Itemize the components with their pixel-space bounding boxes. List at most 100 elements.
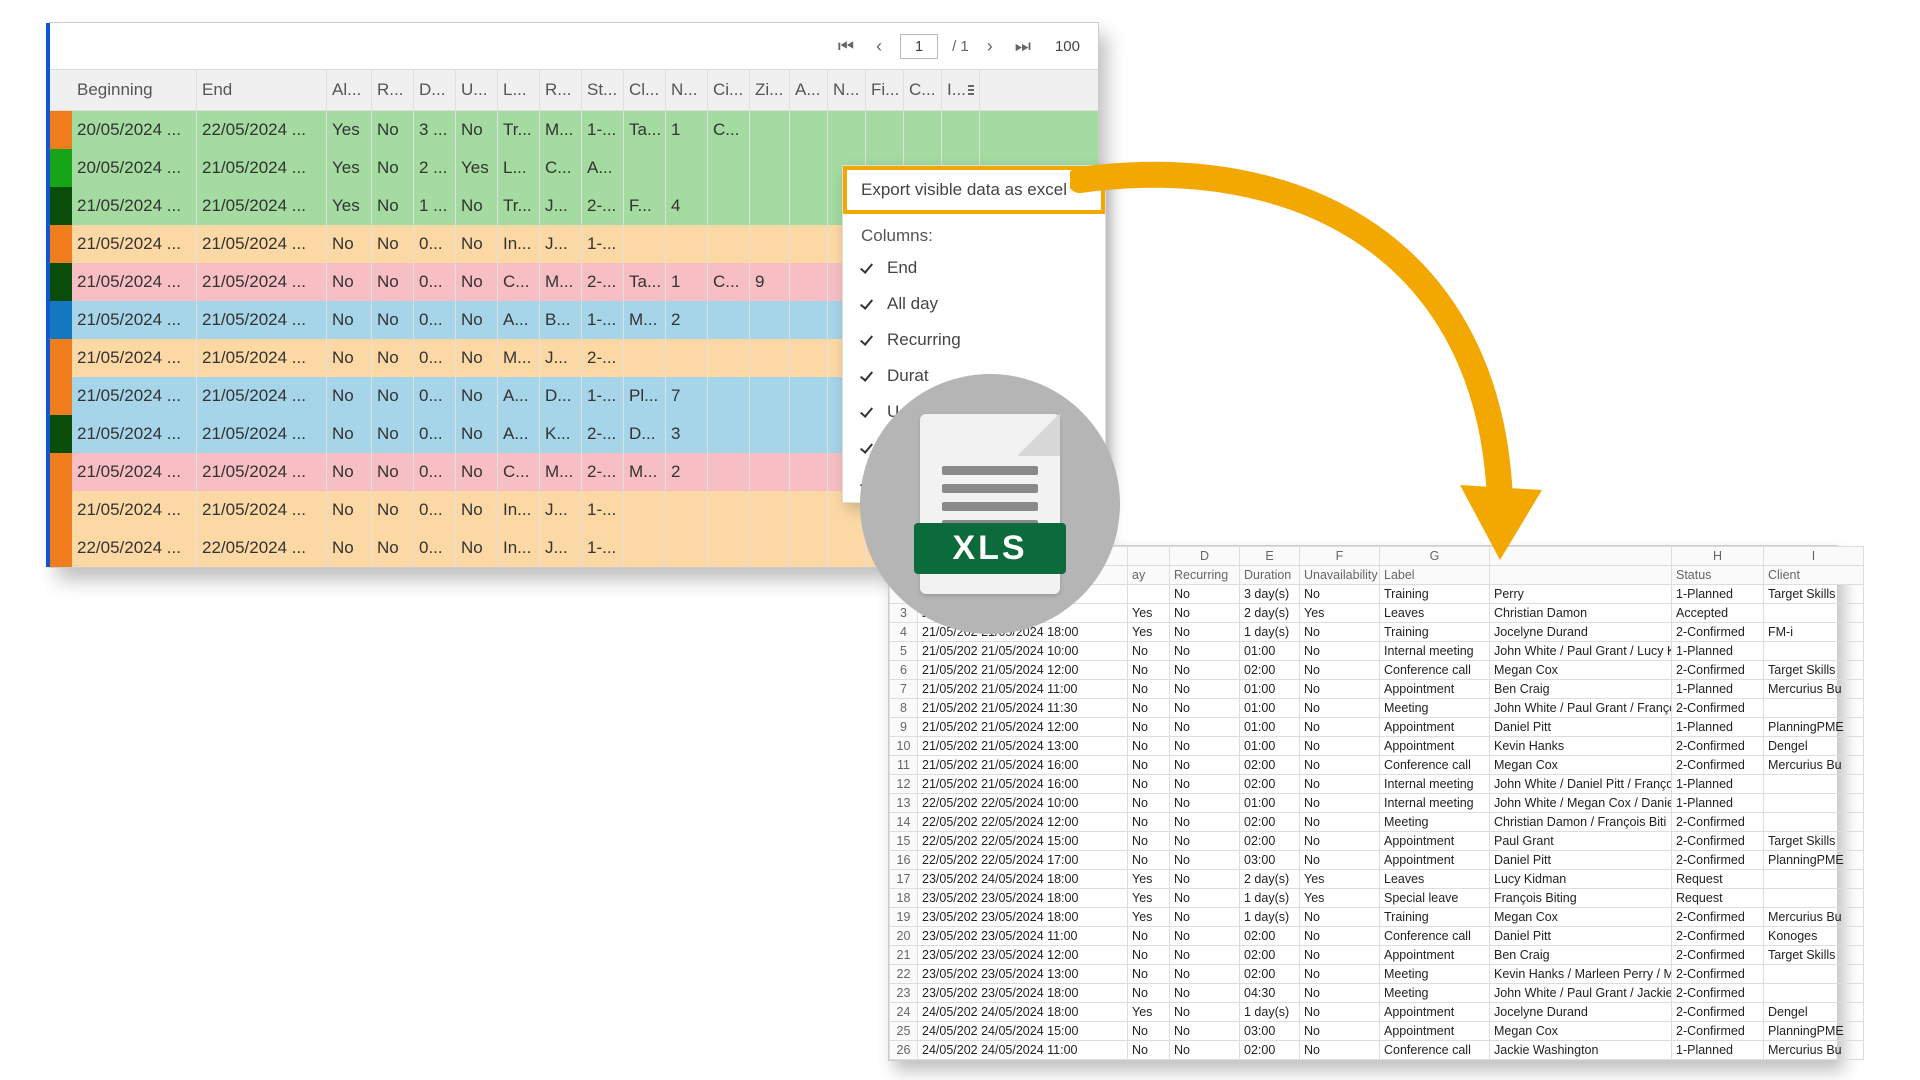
sheet-cell[interactable]: Meeting bbox=[1380, 984, 1490, 1003]
export-excel-item[interactable]: Export visible data as excel bbox=[843, 166, 1105, 214]
sheet-cell[interactable]: 2-Confirmed bbox=[1672, 737, 1764, 756]
sheet-cell[interactable]: 23/05/202 23/05/2024 12:00 bbox=[918, 946, 1128, 965]
sheet-cell[interactable]: 1-Planned bbox=[1672, 585, 1764, 604]
col-beginning[interactable]: Beginning bbox=[72, 70, 197, 110]
sheet-cell[interactable]: 13 bbox=[890, 794, 918, 813]
col-recurring[interactable]: R... bbox=[372, 70, 414, 110]
sheet-cell[interactable]: No bbox=[1170, 851, 1240, 870]
sheet-cell[interactable]: No bbox=[1128, 737, 1170, 756]
sheet-col-letter[interactable]: D bbox=[1170, 547, 1240, 566]
sheet-col-letter[interactable]: I bbox=[1764, 547, 1864, 566]
sheet-cell[interactable]: No bbox=[1300, 623, 1380, 642]
sheet-cell[interactable]: 2-Confirmed bbox=[1672, 623, 1764, 642]
sheet-cell[interactable]: No bbox=[1170, 1003, 1240, 1022]
sheet-cell[interactable]: 8 bbox=[890, 699, 918, 718]
sheet-row[interactable]: 1021/05/202 21/05/2024 13:00NoNo01:00NoA… bbox=[890, 737, 1864, 756]
sheet-row[interactable]: 1221/05/202 21/05/2024 16:00NoNo02:00NoI… bbox=[890, 775, 1864, 794]
sheet-cell[interactable]: 1-Planned bbox=[1672, 642, 1764, 661]
sheet-cell[interactable]: Internal meeting bbox=[1380, 794, 1490, 813]
sheet-col-header[interactable]: ay bbox=[1128, 566, 1170, 585]
sheet-cell[interactable]: 23/05/202 24/05/2024 18:00 bbox=[918, 870, 1128, 889]
sheet-cell[interactable]: No bbox=[1128, 832, 1170, 851]
sheet-cell[interactable]: No bbox=[1300, 718, 1380, 737]
sheet-col-letter[interactable]: G bbox=[1380, 547, 1490, 566]
sheet-cell[interactable]: PlanningPME bbox=[1764, 718, 1864, 737]
sheet-cell[interactable]: No bbox=[1170, 1022, 1240, 1041]
column-toggle-item[interactable]: All day bbox=[843, 286, 1105, 322]
sheet-cell[interactable]: No bbox=[1128, 965, 1170, 984]
sheet-cell[interactable]: 02:00 bbox=[1240, 1041, 1300, 1060]
sheet-cell[interactable]: 3 day(s) bbox=[1240, 585, 1300, 604]
sheet-cell[interactable]: Conference call bbox=[1380, 927, 1490, 946]
sheet-cell[interactable]: 1-Planned bbox=[1672, 718, 1764, 737]
sheet-cell[interactable]: No bbox=[1300, 699, 1380, 718]
sheet-cell[interactable]: 02:00 bbox=[1240, 775, 1300, 794]
col-n1[interactable]: N... bbox=[666, 70, 708, 110]
sheet-cell[interactable]: Conference call bbox=[1380, 756, 1490, 775]
sheet-cell[interactable]: Leaves bbox=[1380, 870, 1490, 889]
sheet-cell[interactable]: Konoges bbox=[1764, 927, 1864, 946]
sheet-row[interactable]: 921/05/202 21/05/2024 12:00NoNo01:00NoAp… bbox=[890, 718, 1864, 737]
sheet-cell[interactable] bbox=[1764, 813, 1864, 832]
sheet-col-header[interactable]: Recurring bbox=[1170, 566, 1240, 585]
sheet-cell[interactable]: 02:00 bbox=[1240, 946, 1300, 965]
sheet-cell[interactable]: No bbox=[1170, 756, 1240, 775]
sheet-cell[interactable]: No bbox=[1170, 794, 1240, 813]
sheet-cell[interactable]: Mercurius Bu bbox=[1764, 756, 1864, 775]
sheet-cell[interactable]: 1 day(s) bbox=[1240, 623, 1300, 642]
sheet-cell[interactable]: Training bbox=[1380, 623, 1490, 642]
sheet-cell[interactable]: John White / Megan Cox / Daniel bbox=[1490, 794, 1672, 813]
sheet-cell[interactable]: Ben Craig bbox=[1490, 946, 1672, 965]
sheet-cell[interactable]: FM-i bbox=[1764, 623, 1864, 642]
sheet-cell[interactable]: 21/05/202 21/05/2024 12:00 bbox=[918, 661, 1128, 680]
col-city[interactable]: Ci... bbox=[708, 70, 750, 110]
sheet-cell[interactable]: No bbox=[1300, 984, 1380, 1003]
sheet-cell[interactable]: 1-Planned bbox=[1672, 1041, 1764, 1060]
sheet-row[interactable]: 2023/05/202 23/05/2024 11:00NoNo02:00NoC… bbox=[890, 927, 1864, 946]
sheet-col-header[interactable]: Status bbox=[1672, 566, 1764, 585]
sheet-cell[interactable]: 01:00 bbox=[1240, 642, 1300, 661]
sheet-row[interactable]: 721/05/202 21/05/2024 11:00NoNo01:00NoAp… bbox=[890, 680, 1864, 699]
col-zip[interactable]: Zi... bbox=[750, 70, 790, 110]
sheet-cell[interactable]: No bbox=[1128, 642, 1170, 661]
sheet-cell[interactable]: 4 bbox=[890, 623, 918, 642]
sheet-cell[interactable] bbox=[1764, 794, 1864, 813]
sheet-cell[interactable]: Request bbox=[1672, 870, 1764, 889]
sheet-cell[interactable]: 21/05/202 21/05/2024 10:00 bbox=[918, 642, 1128, 661]
sheet-cell[interactable]: No bbox=[1170, 642, 1240, 661]
sheet-cell[interactable]: Internal meeting bbox=[1380, 642, 1490, 661]
sheet-cell[interactable]: 14 bbox=[890, 813, 918, 832]
sheet-row[interactable]: 1622/05/202 22/05/2024 17:00NoNo03:00NoA… bbox=[890, 851, 1864, 870]
sheet-cell[interactable]: PlanningPME bbox=[1764, 1022, 1864, 1041]
sheet-cell[interactable] bbox=[1764, 984, 1864, 1003]
sheet-cell[interactable]: Request bbox=[1672, 889, 1764, 908]
sheet-cell[interactable]: Yes bbox=[1300, 604, 1380, 623]
sheet-cell[interactable]: No bbox=[1300, 965, 1380, 984]
sheet-cell[interactable] bbox=[1128, 585, 1170, 604]
sheet-cell[interactable]: 21/05/202 21/05/2024 12:00 bbox=[918, 718, 1128, 737]
sheet-cell[interactable]: 1 day(s) bbox=[1240, 908, 1300, 927]
sheet-cell[interactable]: No bbox=[1170, 870, 1240, 889]
sheet-cell[interactable]: No bbox=[1300, 680, 1380, 699]
sheet-cell[interactable]: No bbox=[1170, 718, 1240, 737]
sheet-cell[interactable]: No bbox=[1300, 1003, 1380, 1022]
sheet-cell[interactable]: No bbox=[1128, 680, 1170, 699]
hamburger-icon[interactable] bbox=[968, 83, 974, 97]
sheet-cell[interactable]: 2-Confirmed bbox=[1672, 1022, 1764, 1041]
sheet-cell[interactable]: 23 bbox=[890, 984, 918, 1003]
sheet-col-letter[interactable]: F bbox=[1300, 547, 1380, 566]
col-n2[interactable]: N... bbox=[828, 70, 866, 110]
sheet-row[interactable]: 2223/05/202 23/05/2024 13:00NoNo02:00NoM… bbox=[890, 965, 1864, 984]
col-allday[interactable]: Al... bbox=[327, 70, 372, 110]
sheet-cell[interactable]: John White / Paul Grant / Lucy Ki bbox=[1490, 642, 1672, 661]
sheet-cell[interactable]: No bbox=[1170, 585, 1240, 604]
sheet-cell[interactable]: Appointment bbox=[1380, 851, 1490, 870]
sheet-cell[interactable]: Target Skills bbox=[1764, 661, 1864, 680]
sheet-cell[interactable]: 1-Planned bbox=[1672, 794, 1764, 813]
sheet-cell[interactable]: Dengel bbox=[1764, 1003, 1864, 1022]
sheet-cell[interactable]: Internal meeting bbox=[1380, 775, 1490, 794]
sheet-col-letter[interactable] bbox=[1128, 547, 1170, 566]
sheet-cell[interactable]: No bbox=[1300, 1022, 1380, 1041]
pager-prev-icon[interactable]: ‹ bbox=[872, 34, 886, 59]
sheet-cell[interactable]: 22/05/202 22/05/2024 12:00 bbox=[918, 813, 1128, 832]
